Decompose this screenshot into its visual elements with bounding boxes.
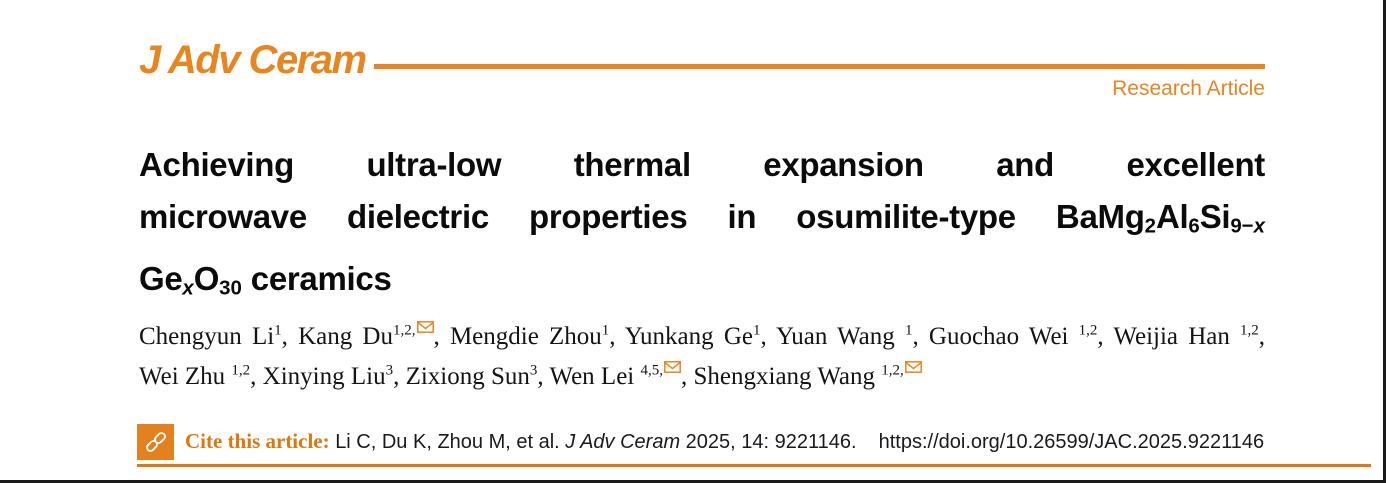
author: Yunkang Ge1, [625, 323, 776, 350]
author-separator: , [393, 363, 406, 390]
author-affiliation-superscript: 1,2 [1078, 322, 1098, 339]
citation-row: Cite this article: Li C, Du K, Zhou M, e… [137, 423, 1371, 460]
cite-this-article-label: Cite this article: [185, 429, 330, 453]
author-affiliation-superscript: 3 [385, 362, 394, 379]
author-name: Wen Lei [549, 363, 641, 390]
author-line-1: Chengyun Li1, Kang Du1,2,, Mengdie Zhou1… [139, 317, 1265, 357]
envelope-icon[interactable] [416, 321, 434, 333]
author-separator: , [1097, 323, 1114, 350]
author-affiliation-superscript: 4,5, [640, 362, 664, 379]
author-affiliation-superscript: 1,2 [1240, 322, 1259, 339]
author-affiliation-superscript: 1,2, [881, 362, 904, 379]
article-type-label: Research Article [1112, 77, 1265, 100]
author: Chengyun Li1, [139, 323, 298, 350]
author-separator: , [250, 363, 263, 390]
author-separator: , [912, 323, 929, 350]
author-name: Kang Du [298, 323, 393, 350]
author-separator: , [760, 323, 776, 350]
author: Xinying Liu3, [263, 363, 406, 390]
chemical-formula-1: BaMg2Al6Si9−x [1055, 198, 1265, 238]
page-content: J Adv Ceram Research Article Achieving u… [139, 0, 1265, 480]
citation-journal-name: J Adv Ceram [565, 431, 681, 453]
masthead: J Adv Ceram [139, 40, 1265, 80]
title-line-3: GexO30 ceramics [139, 253, 1265, 315]
journal-logo: J Adv Ceram [139, 38, 367, 82]
author-affiliation-superscript: 3 [529, 362, 538, 379]
author: Kang Du1,2,, [298, 321, 450, 350]
chemical-formula-2: GexO30 [139, 259, 242, 300]
author: Guochao Wei 1,2, [929, 323, 1114, 350]
author-separator: , [1258, 323, 1266, 350]
chain-link-icon-box [137, 423, 174, 460]
author-separator: , [609, 323, 625, 350]
envelope-icon[interactable] [664, 361, 681, 373]
author-name: Yunkang Ge [624, 323, 753, 350]
title-line-2-text: microwave dielectric properties in osumi… [139, 198, 1016, 235]
author: Mengdie Zhou1, [450, 323, 625, 350]
author-separator: , [681, 363, 694, 390]
title-line-1: Achieving ultra-low thermal expansion an… [139, 146, 1265, 183]
citation-underline [137, 464, 1371, 467]
author-name: Mengdie Zhou [449, 323, 602, 350]
citation-volume-info: 2025, 14: 9221146. [680, 431, 857, 453]
author-name: Zixiong Sun [405, 363, 530, 390]
author-name: Guochao Wei [928, 323, 1079, 350]
author-separator: , [281, 323, 299, 350]
author-name: Weijia Han [1113, 323, 1241, 350]
author-affiliation-superscript: 1,2 [231, 362, 251, 379]
author: Weijia Han 1,2, [1113, 323, 1265, 350]
author: Wei Zhu 1,2, [139, 363, 263, 390]
author-name: Xinying Liu [262, 363, 386, 390]
author-line-2: Wei Zhu 1,2, Xinying Liu3, Zixiong Sun3,… [139, 357, 1265, 397]
author: Shengxiang Wang 1,2, [693, 361, 922, 390]
article-title: Achieving ultra-low thermal expansion an… [139, 139, 1265, 314]
author-separator: , [537, 363, 550, 390]
chain-link-icon [145, 431, 166, 452]
author-affiliation-superscript: 1 [274, 322, 282, 339]
author-affiliation-superscript: 1,2, [393, 322, 416, 339]
author-separator: , [433, 323, 450, 350]
author: Yuan Wang 1, [776, 323, 929, 350]
author: Zixiong Sun3, [406, 363, 550, 390]
title-line-2: microwave dielectric properties in osumi… [139, 191, 1265, 253]
citation-box: Cite this article: Li C, Du K, Zhou M, e… [137, 423, 1371, 467]
author-name: Yuan Wang [775, 323, 905, 350]
author-name: Chengyun Li [139, 323, 275, 350]
doi-link[interactable]: https://doi.org/10.26599/JAC.2025.922114… [878, 431, 1265, 453]
author-name: Wei Zhu [139, 363, 232, 390]
citation-text: Cite this article: Li C, Du K, Zhou M, e… [185, 423, 1264, 460]
author-affiliation-superscript: 1 [752, 322, 761, 339]
citation-body: Li C, Du K, Zhou M, et al. [335, 431, 566, 453]
author-name: Shengxiang Wang [693, 363, 882, 390]
author-list: Chengyun Li1, Kang Du1,2,, Mengdie Zhou1… [139, 317, 1265, 397]
author-affiliation-superscript: 1 [904, 322, 913, 339]
envelope-icon[interactable] [904, 361, 922, 373]
author-affiliation-superscript: 1 [601, 322, 610, 339]
author: Wen Lei 4,5,, [549, 361, 694, 390]
masthead-rule [373, 64, 1265, 69]
title-line-3-text: ceramics [250, 259, 392, 297]
